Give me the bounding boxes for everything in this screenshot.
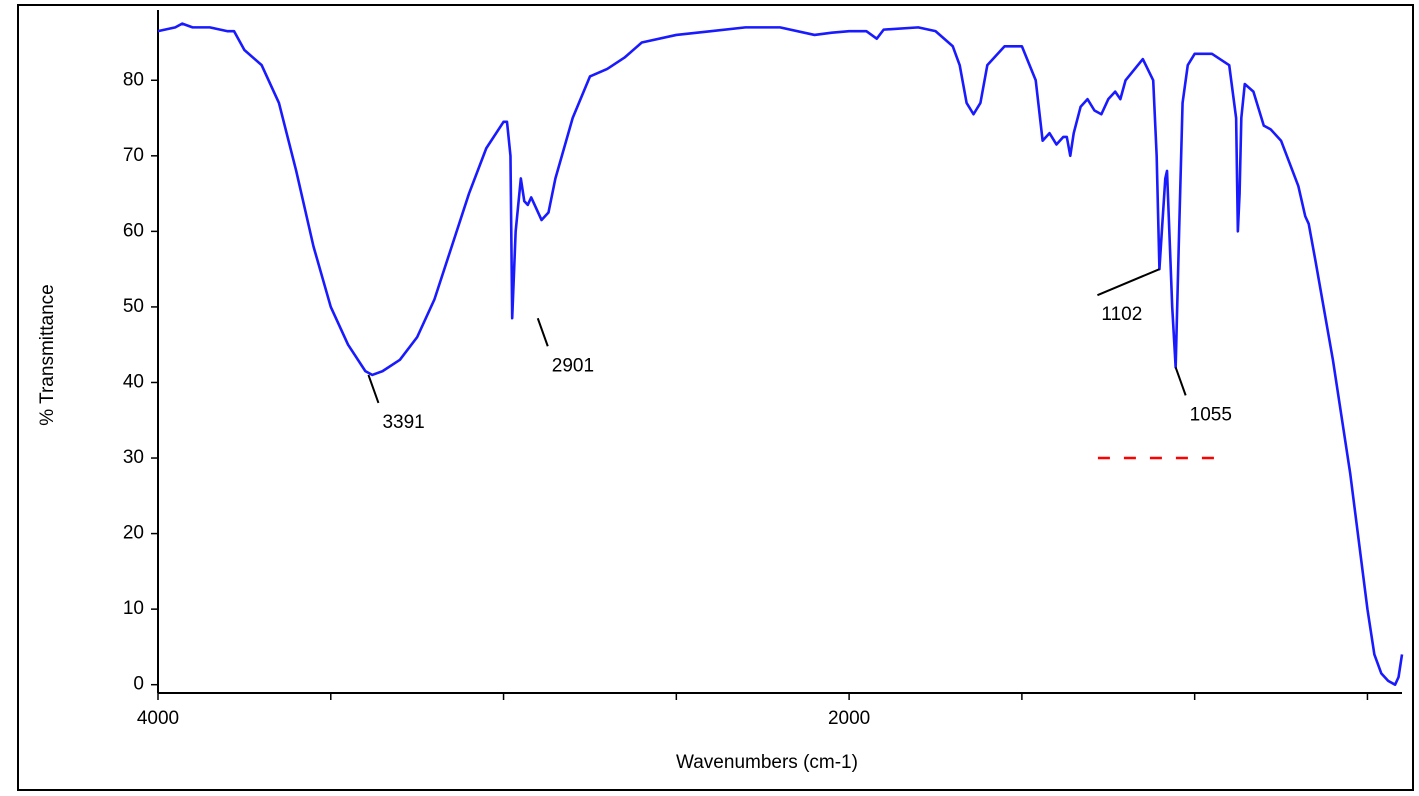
y-tick-label: 60 (123, 220, 144, 241)
y-tick-label: 50 (123, 296, 144, 317)
y-tick-label: 10 (123, 598, 144, 619)
y-tick-label: 80 (123, 69, 144, 90)
y-tick-label: 40 (123, 371, 144, 392)
y-axis-label: % Transmittance (37, 284, 58, 426)
y-tick-label: 30 (123, 447, 144, 468)
annotation-label: 1102 (1101, 304, 1142, 325)
annotation-leader (1174, 367, 1187, 396)
x-axis-label: Wavenumbers (cm-1) (676, 752, 858, 773)
annotation-label: 1055 (1190, 404, 1232, 425)
frame (17, 4, 1414, 791)
x-tick-label: 2000 (828, 708, 870, 729)
annotation-label: 3391 (382, 412, 424, 433)
annotation-leader (367, 374, 380, 404)
annotation-leader (1097, 268, 1160, 297)
annotation-label: 2901 (552, 355, 594, 376)
annotation-leader (536, 317, 549, 347)
y-tick-label: 20 (123, 523, 144, 544)
x-tick-label: 4000 (137, 708, 179, 729)
y-tick-label: 70 (123, 145, 144, 166)
spectrum-line (157, 22, 1404, 686)
y-tick-label: 0 (133, 674, 144, 695)
